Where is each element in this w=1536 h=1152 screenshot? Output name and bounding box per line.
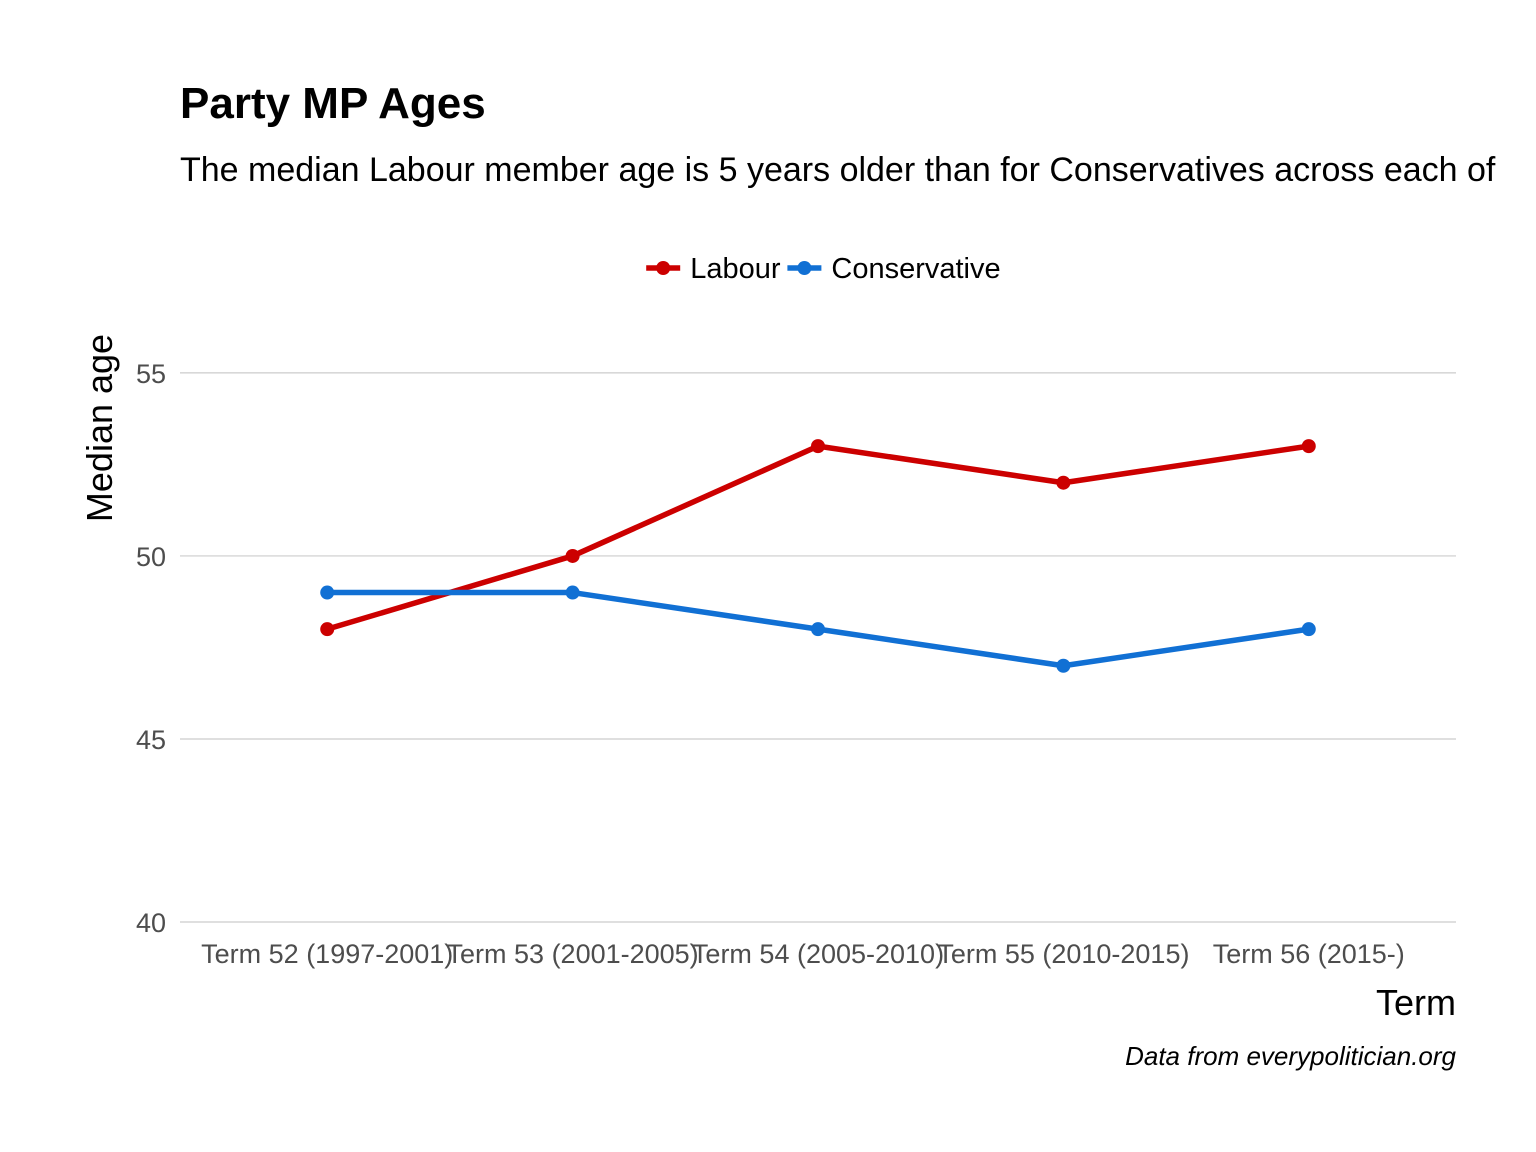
- y-tick-label: 55: [136, 359, 166, 389]
- data-point-labour: [565, 548, 580, 563]
- data-point-conservative: [1301, 622, 1316, 637]
- y-tick-labels: 40 45 50 55: [136, 359, 166, 938]
- chart-title: Party MP Ages: [180, 79, 486, 128]
- gridlines: [180, 372, 1456, 923]
- x-tick-label: Term 52 (1997-2001): [201, 939, 453, 969]
- series-labour: [320, 439, 1316, 637]
- x-axis-title: Term: [1376, 982, 1456, 1023]
- chart-caption: Data from everypolitician.org: [1125, 1041, 1456, 1071]
- data-point-conservative: [320, 585, 335, 600]
- legend-item-conservative: Conservative: [787, 253, 1001, 285]
- x-tick-label: Term 54 (2005-2010): [692, 939, 944, 969]
- x-tick-label: Term 53 (2001-2005): [447, 939, 699, 969]
- legend-item-labour: Labour: [646, 253, 781, 285]
- y-tick-label: 40: [136, 908, 166, 938]
- data-point-labour: [811, 439, 825, 454]
- data-point-conservative: [565, 585, 580, 600]
- data-point-labour: [1056, 475, 1071, 490]
- legend-label: Labour: [690, 253, 781, 285]
- data-point-labour: [320, 622, 335, 637]
- legend: Labour Conservative: [646, 253, 1001, 285]
- y-axis-title: Median age: [79, 334, 120, 522]
- x-tick-label: Term 55 (2010-2015): [937, 939, 1189, 969]
- data-point-conservative: [811, 622, 825, 637]
- legend-key-point: [656, 261, 671, 275]
- legend-label: Conservative: [831, 253, 1000, 285]
- x-tick-labels: Term 52 (1997-2001)Term 53 (2001-2005)Te…: [201, 939, 1405, 969]
- y-tick-label: 45: [136, 725, 166, 755]
- legend-key-point: [797, 261, 812, 275]
- x-tick-label: Term 56 (2015-): [1213, 939, 1405, 969]
- series-lines: [320, 439, 1316, 673]
- series-line-labour: [324, 443, 1312, 632]
- data-point-conservative: [1056, 658, 1071, 673]
- data-point-labour: [1301, 439, 1316, 454]
- y-tick-label: 50: [136, 542, 166, 572]
- series-conservative: [320, 585, 1316, 673]
- chart-subtitle: The median Labour member age is 5 years …: [180, 151, 1496, 189]
